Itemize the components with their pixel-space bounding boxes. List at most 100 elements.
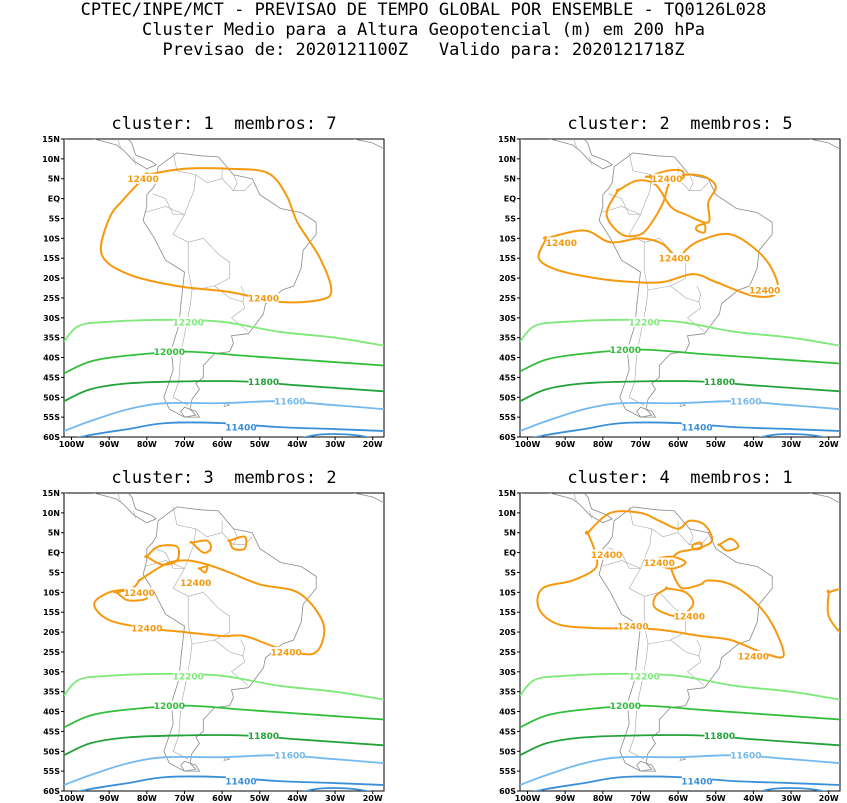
coastline-tierra-del-fuego	[180, 760, 201, 772]
contour-label-12200: 12200	[173, 672, 204, 682]
coastline-south-america	[142, 506, 317, 772]
lon-label: 100W	[59, 440, 85, 449]
country-border	[589, 156, 592, 165]
contour-11400	[302, 433, 371, 437]
lat-label: 35S	[43, 688, 60, 697]
map-frame: 15N 10N 5N EQ 5S 10S 15S 20S 25S 30S 35S 40S 45S 50S 5…	[42, 135, 385, 449]
contour-label-bg	[629, 316, 660, 327]
contour-label-bg	[225, 422, 256, 433]
lon-label: 40W	[287, 440, 307, 449]
country-border	[670, 285, 702, 303]
contour-label-11600: 11600	[730, 398, 761, 408]
contour-label-12400: 12400	[617, 623, 648, 633]
lon-label: 60W	[668, 440, 688, 449]
lat-label: 20S	[499, 628, 516, 637]
contour-label-11600: 11600	[274, 752, 305, 762]
lat-label: 5S	[505, 568, 517, 577]
map-frame: 15N 10N 5N EQ 5S 10S 15S 20S 25S 30S 35S 40S 45S 50S 5…	[42, 489, 385, 803]
lat-label: 10N	[498, 509, 516, 518]
contour-12400	[691, 541, 703, 551]
lat-label: 35S	[43, 334, 60, 343]
coastline-africa	[353, 493, 384, 504]
coastline-falklands	[223, 402, 231, 407]
map-panel-3: 15N 10N 5N EQ 5S 10S 15S 20S 25S 30S 35S 40S 45S 50S 5…	[42, 489, 385, 803]
country-border	[647, 285, 671, 291]
country-border	[233, 174, 238, 191]
lat-label: 10N	[42, 509, 60, 518]
lat-label: 35S	[499, 334, 516, 343]
lon-label: 60W	[668, 794, 688, 803]
lat-label: 45S	[499, 727, 516, 736]
coastline-tierra-del-fuego	[636, 760, 657, 772]
contour-12400	[93, 559, 326, 656]
coastline-south-america	[142, 152, 317, 418]
contour-label-bg	[730, 750, 761, 761]
lat-label: 15N	[498, 489, 516, 498]
contour-label-bg	[659, 253, 690, 264]
lat-label: 15N	[42, 489, 60, 498]
lat-label: 5S	[49, 568, 61, 577]
lon-label: 50W	[250, 794, 270, 803]
country-border	[191, 639, 215, 645]
lat-label: 60S	[499, 433, 516, 442]
contour-label-bg	[610, 700, 641, 711]
contour-12000	[520, 704, 840, 729]
coastline-falklands	[223, 756, 231, 761]
contour-label-bg	[704, 730, 735, 741]
contour-label-bg	[173, 316, 204, 327]
contour-12400	[197, 565, 209, 574]
lat-label: 5N	[504, 175, 516, 184]
country-border	[195, 520, 223, 538]
lat-label: 15S	[43, 254, 60, 263]
lat-label: 40S	[43, 708, 60, 717]
lat-label: 25S	[499, 648, 516, 657]
contour-12400	[652, 586, 695, 618]
contour-label-12400: 12400	[651, 175, 682, 185]
country-border	[188, 237, 230, 287]
contour-label-bg	[681, 422, 712, 433]
contour-label-bg	[591, 549, 622, 560]
lon-label: 40W	[743, 794, 763, 803]
contour-11600	[64, 400, 384, 432]
country-border	[231, 655, 249, 686]
contour-label-bg	[124, 587, 155, 598]
contour-11800	[64, 734, 384, 757]
lat-label: 30S	[499, 668, 516, 677]
lat-label: 5S	[505, 214, 517, 223]
contour-12400	[717, 537, 740, 552]
lat-label: 25S	[499, 294, 516, 303]
lat-label: 25S	[43, 294, 60, 303]
contour-12400	[644, 168, 685, 182]
contour-label-12400: 12400	[248, 294, 279, 304]
lat-label: 55S	[499, 413, 516, 422]
lon-label: 30W	[325, 440, 345, 449]
contour-label-bg	[248, 292, 279, 303]
lat-label: EQ	[48, 195, 60, 204]
country-border	[214, 639, 246, 657]
lon-label: 40W	[287, 794, 307, 803]
contour-label-bg	[271, 646, 302, 657]
contour-label-12400: 12400	[738, 652, 769, 662]
country-border	[152, 506, 197, 569]
lon-label: 90W	[555, 794, 575, 803]
contour-label-11400: 11400	[225, 424, 256, 434]
coastline-africa	[353, 139, 384, 150]
lat-label: 60S	[499, 787, 516, 796]
country-border	[628, 214, 645, 271]
lon-label: 80W	[137, 440, 157, 449]
subtitle-dates: Previsao de: 2020121100Z Valido para: 20…	[162, 40, 685, 60]
lat-label: 20S	[43, 628, 60, 637]
contour-label-bg	[738, 650, 769, 661]
lat-label: 30S	[499, 314, 516, 323]
country-border	[628, 624, 649, 760]
map-frame: 15N 10N 5N EQ 5S 10S 15S 20S 25S 30S 35S 40S 45S 50S 5…	[498, 489, 841, 803]
contour-label-bg	[749, 284, 780, 295]
lon-label: 100W	[59, 794, 85, 803]
contour-11600	[64, 754, 384, 786]
contour-12400	[99, 167, 333, 304]
lon-label: 100W	[515, 440, 541, 449]
contour-12400	[189, 539, 212, 554]
contour-label-bg	[248, 376, 279, 387]
contour-label-12400: 12400	[749, 286, 780, 296]
country-border	[608, 506, 653, 569]
